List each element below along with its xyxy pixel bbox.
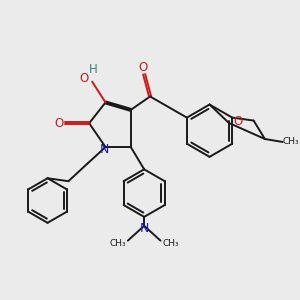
Text: O: O [138,61,147,74]
Text: CH₃: CH₃ [283,137,299,146]
Text: H: H [89,63,98,76]
Text: CH₃: CH₃ [163,238,179,247]
Text: N: N [140,222,149,235]
Text: O: O [54,117,64,130]
Text: O: O [233,115,242,128]
Text: CH₃: CH₃ [109,238,126,247]
Text: O: O [79,72,88,85]
Text: N: N [99,143,109,157]
